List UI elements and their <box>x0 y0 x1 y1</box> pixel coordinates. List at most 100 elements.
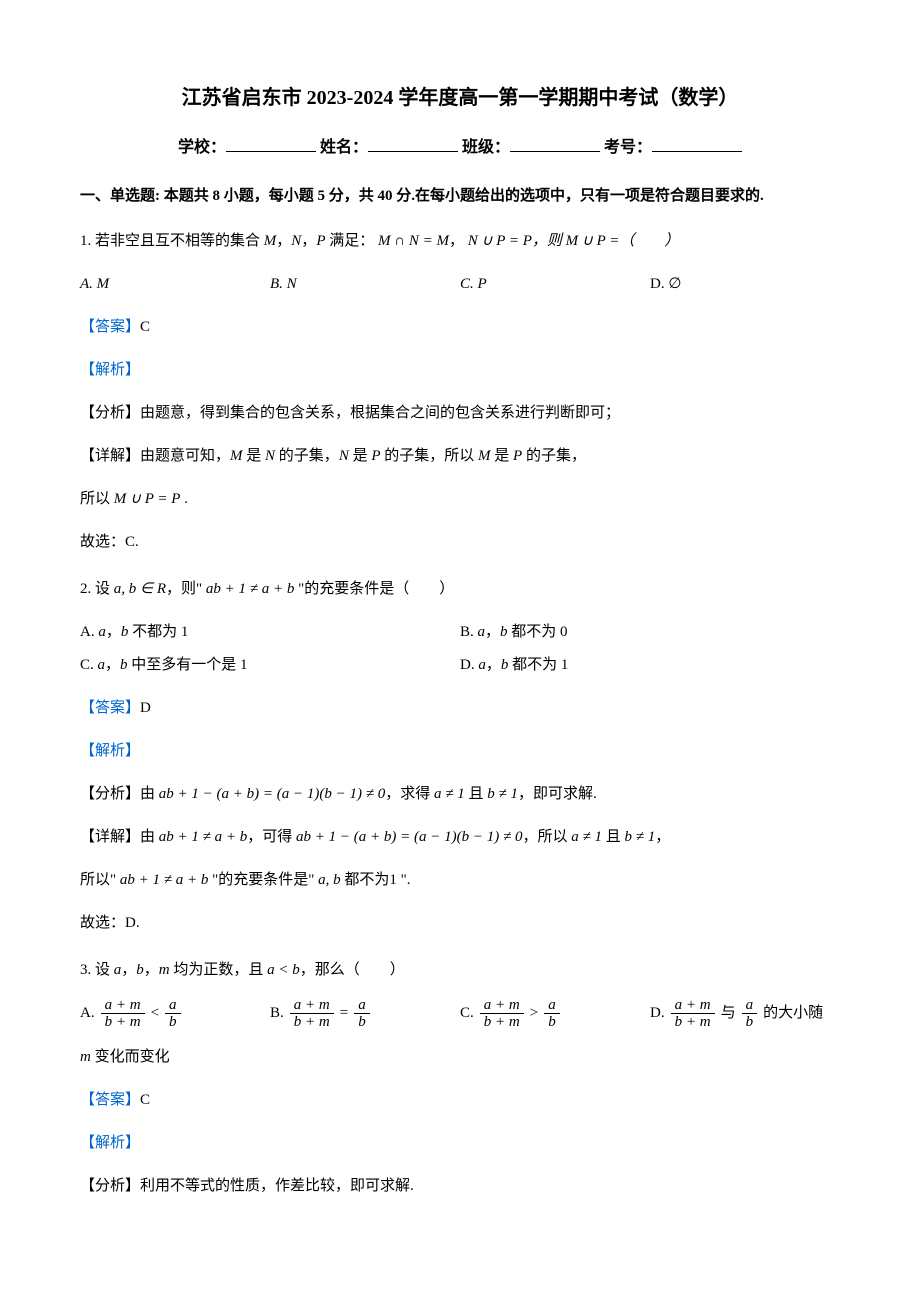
q2-fenxi: 【分析】由 ab + 1 − (a + b) = (a − 1)(b − 1) … <box>80 778 840 811</box>
q2-prefix: 2. 设 <box>80 581 114 597</box>
den: b + m <box>101 1014 145 1031</box>
num: a <box>354 997 370 1015</box>
school-label: 学校： <box>178 139 226 156</box>
q3-options: A. a + mb + m < ab B. a + mb + m = ab C.… <box>80 997 840 1031</box>
frac-a-b: ab <box>354 997 370 1031</box>
q1-cond1: M ∩ N = M <box>378 233 449 249</box>
q1-option-a: A. M <box>80 268 270 301</box>
section-1-header: 一、单选题: 本题共 8 小题，每小题 5 分，共 40 分.在每小题给出的选项… <box>80 181 840 211</box>
q3-a-label: A. <box>80 997 95 1030</box>
q2-option-b: B. a，b 都不为 0 <box>460 616 840 649</box>
q1-mid3: 满足： <box>325 233 374 249</box>
student-info-line: 学校： 姓名： 班级： 考号： <box>80 134 840 163</box>
q3-option-b: B. a + mb + m = ab <box>270 997 460 1031</box>
q1-sep2: ， <box>301 233 316 249</box>
q1-xiangjie: 【详解】由题意可知，M 是 N 的子集，N 是 P 的子集，所以 M 是 P 的… <box>80 440 840 473</box>
q1-prefix: 1. 若非空且互不相等的集合 <box>80 233 264 249</box>
den: b + m <box>290 1014 334 1031</box>
q3-option-a: A. a + mb + m < ab <box>80 997 270 1031</box>
q3-answer: 【答案】C <box>80 1084 840 1117</box>
q1-option-d: D. ∅ <box>650 268 840 301</box>
q2-option-d: D. a，b 都不为 1 <box>460 649 840 682</box>
question-1: 1. 若非空且互不相等的集合 M，N，P 满足： M ∩ N = M， N ∪ … <box>80 225 840 559</box>
q1-guxuan: 故选：C. <box>80 526 840 559</box>
q3-c-label: C. <box>460 997 474 1030</box>
question-1-text: 1. 若非空且互不相等的集合 M，N，P 满足： M ∩ N = M， N ∪ … <box>80 225 840 258</box>
class-label: 班级： <box>462 139 510 156</box>
num: a <box>544 997 560 1015</box>
q1-fenxi: 【分析】由题意，得到集合的包含关系，根据集合之间的包含关系进行判断即可； <box>80 397 840 430</box>
q1-answer: 【答案】C <box>80 311 840 344</box>
frac-a-b: ab <box>165 997 181 1031</box>
q3-line2: m 变化而变化 <box>80 1041 840 1074</box>
q1-options: A. M B. N C. P D. ∅ <box>80 268 840 301</box>
q2-guxuan: 故选：D. <box>80 907 840 940</box>
question-3-text: 3. 设 a，b，m 均为正数，且 a < b，那么（ ） <box>80 954 840 987</box>
den: b <box>354 1014 370 1031</box>
q2-options: A. a，b 不都为 1 B. a，b 都不为 0 C. a，b 中至多有一个是… <box>80 616 840 682</box>
q1-cond2: N ∪ P = P <box>468 233 532 249</box>
q1-option-b: B. N <box>270 268 460 301</box>
num: a <box>165 997 181 1015</box>
gt-sign: > <box>530 997 538 1030</box>
num: a <box>742 997 758 1015</box>
q2-suffix: "的充要条件是（ ） <box>294 581 454 597</box>
q2-xiangjie: 【详解】由 ab + 1 ≠ a + b，可得 ab + 1 − (a + b)… <box>80 821 840 854</box>
q1-M: M <box>264 233 277 249</box>
answer-label: 【答案】 <box>80 700 140 716</box>
frac-am-bm: a + mb + m <box>101 997 145 1031</box>
q1-N: N <box>291 233 301 249</box>
lt-sign: < <box>151 997 159 1030</box>
q3-option-d: D. a + mb + m 与 ab 的大小随 <box>650 997 840 1031</box>
frac-am-bm: a + mb + m <box>671 997 715 1031</box>
class-blank <box>510 134 600 152</box>
eq-sign: = <box>340 997 348 1030</box>
q1-line3: 所以 M ∪ P = P . <box>80 483 840 516</box>
q1-analysis-label: 【解析】 <box>80 354 840 387</box>
den: b <box>742 1014 758 1031</box>
q2-option-c: C. a，b 中至多有一个是 1 <box>80 649 460 682</box>
id-label: 考号： <box>604 139 652 156</box>
frac-a-b: ab <box>544 997 560 1031</box>
num: a + m <box>671 997 715 1015</box>
q3-d-suffix: 的大小随 <box>763 997 823 1030</box>
question-2: 2. 设 a, b ∈ R，则" ab + 1 ≠ a + b "的充要条件是（… <box>80 573 840 940</box>
num: a + m <box>480 997 524 1015</box>
name-blank <box>368 134 458 152</box>
page-title: 江苏省启东市 2023-2024 学年度高一第一学期期中考试（数学） <box>80 80 840 116</box>
school-blank <box>226 134 316 152</box>
answer-label: 【答案】 <box>80 1092 140 1108</box>
num: a + m <box>290 997 334 1015</box>
yu-text: 与 <box>721 997 736 1030</box>
den: b <box>165 1014 181 1031</box>
q3-fenxi: 【分析】利用不等式的性质，作差比较，即可求解. <box>80 1170 840 1203</box>
q2-option-a: A. a，b 不都为 1 <box>80 616 460 649</box>
frac-am-bm: a + mb + m <box>290 997 334 1031</box>
q3-option-c: C. a + mb + m > ab <box>460 997 650 1031</box>
q1-suffix: ，则 M ∪ P =（ ） <box>532 233 680 249</box>
question-3: 3. 设 a，b，m 均为正数，且 a < b，那么（ ） A. a + mb … <box>80 954 840 1203</box>
q3-analysis-label: 【解析】 <box>80 1127 840 1160</box>
den: b + m <box>671 1014 715 1031</box>
q2-analysis-label: 【解析】 <box>80 735 840 768</box>
q2-line3: 所以" ab + 1 ≠ a + b "的充要条件是" a, b 都不为1 ". <box>80 864 840 897</box>
q2-mid: ，则" <box>166 581 206 597</box>
q1-sep1: ， <box>276 233 291 249</box>
q2-answer-value: D <box>140 700 151 716</box>
den: b + m <box>480 1014 524 1031</box>
frac-a-b: ab <box>742 997 758 1031</box>
q1-sep3: ， <box>449 233 464 249</box>
q2-ab: a, b ∈ R <box>114 581 166 597</box>
den: b <box>544 1014 560 1031</box>
q3-answer-value: C <box>140 1092 150 1108</box>
frac-am-bm: a + mb + m <box>480 997 524 1031</box>
q3-d-label: D. <box>650 997 665 1030</box>
q1-answer-value: C <box>140 319 150 335</box>
question-2-text: 2. 设 a, b ∈ R，则" ab + 1 ≠ a + b "的充要条件是（… <box>80 573 840 606</box>
q3-b-label: B. <box>270 997 284 1030</box>
answer-label: 【答案】 <box>80 319 140 335</box>
num: a + m <box>101 997 145 1015</box>
q1-option-c: C. P <box>460 268 650 301</box>
id-blank <box>652 134 742 152</box>
q2-answer: 【答案】D <box>80 692 840 725</box>
